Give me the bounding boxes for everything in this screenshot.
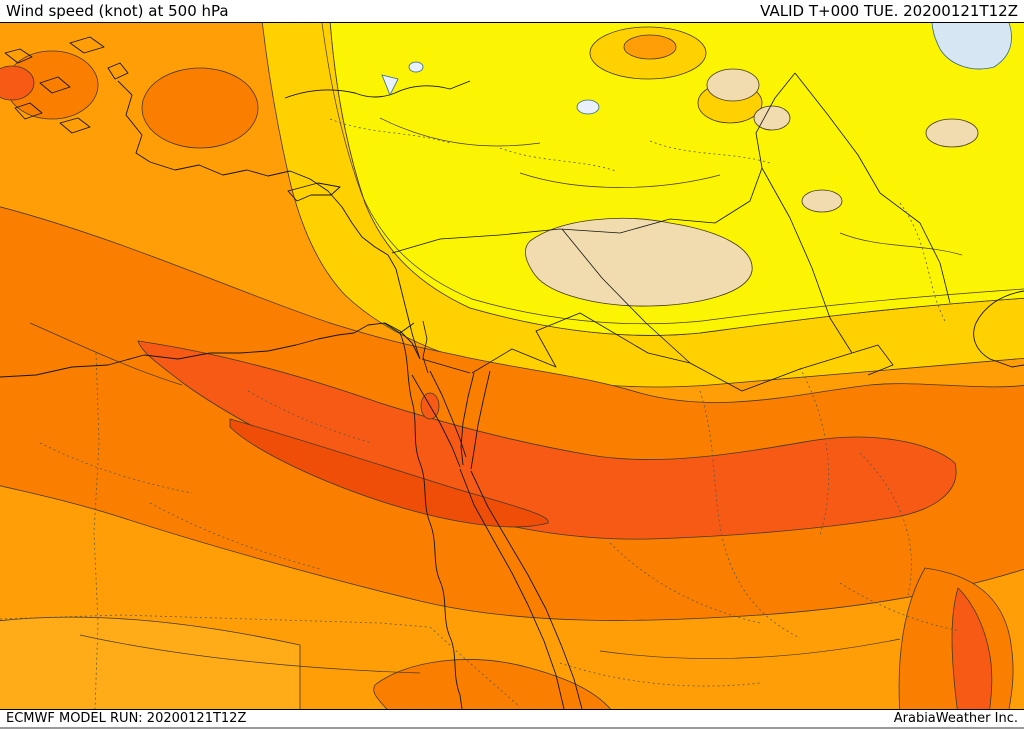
dotted-border (899, 202, 947, 324)
dark-orange-patch-northwest (141, 67, 259, 149)
turkey-west-coast (117, 80, 151, 163)
lake-layer (381, 23, 1012, 115)
kuwait-border (851, 344, 894, 376)
egypt-north-coast (0, 322, 421, 378)
jordan-valley-line (422, 320, 429, 374)
mediterranean-coast (149, 161, 421, 360)
dotted-border (39, 442, 193, 494)
contour-band-layer (0, 23, 1024, 709)
contour-line-layer (29, 23, 1024, 674)
jordan-saudi-iraq-border (471, 312, 853, 392)
lake-van (576, 99, 600, 115)
iran-north-border (794, 72, 881, 194)
jet-core-red-deep (229, 418, 549, 528)
caspian-sea (931, 23, 1012, 70)
map-area (0, 22, 1024, 710)
page-title: Wind speed (knot) at 500 hPa (6, 2, 229, 20)
border-layer (391, 72, 951, 392)
dotted-border (429, 626, 521, 708)
dotted-border (839, 582, 961, 632)
cyprus-island (287, 182, 341, 202)
footer-bar: ECMWF MODEL RUN: 20200121T12Z ArabiaWeat… (0, 710, 1024, 729)
weather-map (0, 23, 1024, 709)
dotted-border (699, 390, 801, 639)
contour-line (519, 172, 721, 188)
egypt-israel-border (421, 358, 471, 374)
dotted-border (93, 352, 100, 709)
gulf-of-aqaba-coast (460, 370, 491, 470)
red-sea-coast (459, 468, 583, 709)
black-sea-coast (284, 80, 471, 99)
valid-time-label: VALID T+000 TUE. 20200121T12Z (760, 2, 1018, 20)
iraq-iran-border (761, 167, 853, 354)
beige-calm-patch (925, 118, 979, 148)
dotted-border (0, 614, 429, 628)
persian-gulf-coast (973, 290, 1024, 368)
beige-calm-patch-large (525, 217, 753, 307)
gulf-of-suez-coast (411, 370, 467, 468)
contour-line (379, 117, 541, 147)
orange-patch-north (623, 34, 677, 60)
beige-calm-patch (753, 105, 791, 131)
turkey-syria-border (391, 72, 796, 254)
aegean-islands (4, 36, 129, 134)
contour-line (29, 322, 183, 386)
band-yellow (329, 23, 1024, 336)
dotted-border-layer (0, 118, 961, 709)
contour-line (321, 23, 1024, 325)
band-red-southeast (951, 587, 993, 709)
dotted-border (649, 140, 771, 164)
coastline-layer (0, 36, 1024, 709)
dotted-border (609, 542, 761, 624)
model-run-label: ECMWF MODEL RUN: 20200121T12Z (6, 711, 247, 726)
contour-line (599, 638, 901, 659)
band-dark-orange-south-tongue (373, 659, 611, 709)
syria-iraq-border (561, 228, 691, 364)
lake-tuz (381, 74, 399, 96)
dotted-border (559, 662, 761, 687)
red-patch-northwest (0, 65, 35, 101)
brand-label: ArabiaWeather Inc. (893, 711, 1018, 726)
contour-line (839, 232, 963, 256)
beige-calm-patch (706, 68, 760, 102)
dotted-border (329, 118, 451, 144)
dotted-border (499, 147, 617, 172)
beige-calm-patch (801, 189, 843, 213)
contour-line (79, 634, 421, 674)
iran-east-line (879, 192, 951, 304)
nile-river (399, 332, 463, 709)
lake-small (408, 61, 424, 73)
dotted-border (859, 452, 912, 596)
header-bar: Wind speed (knot) at 500 hPa VALID T+000… (0, 0, 1024, 22)
dotted-border (247, 390, 373, 444)
dotted-border (149, 502, 321, 570)
